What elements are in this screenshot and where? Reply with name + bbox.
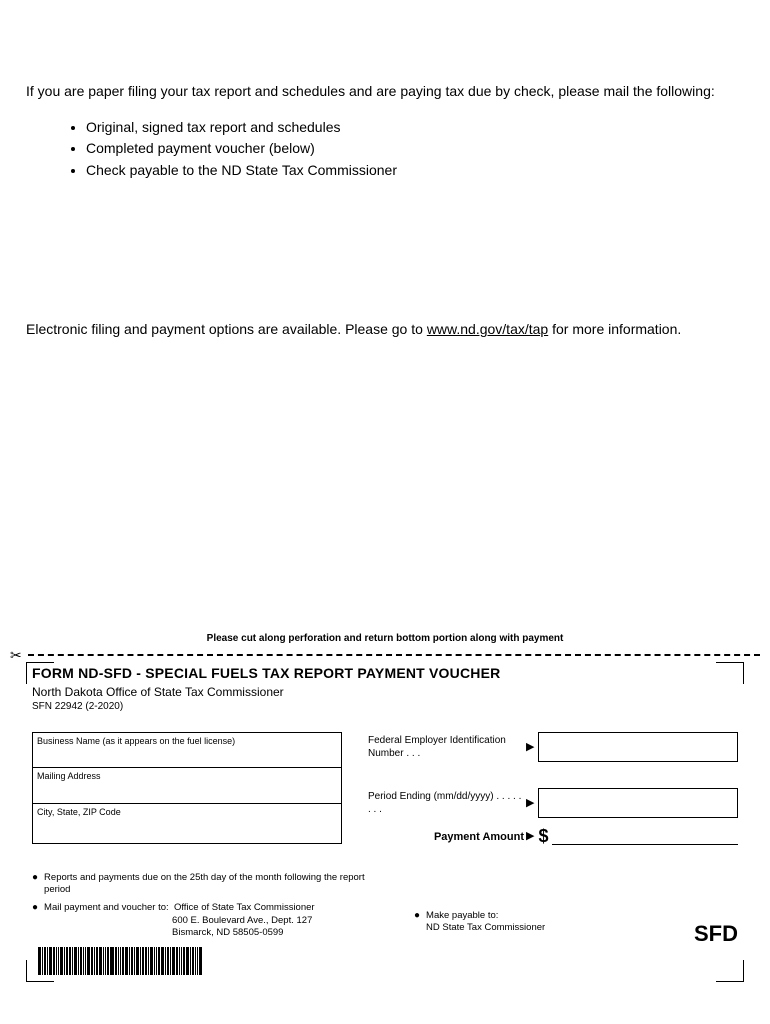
field-label: Business Name (as it appears on the fuel…: [37, 736, 235, 746]
cut-line-section: Please cut along perforation and return …: [0, 632, 770, 664]
notes-right: ● Make payable to: ND State Tax Commissi…: [414, 872, 738, 946]
fein-field[interactable]: [538, 732, 738, 762]
form-title: FORM ND-SFD - SPECIAL FUELS TAX REPORT P…: [32, 664, 738, 684]
note-mail-label: Mail payment and voucher to:: [44, 902, 169, 913]
mail-list: Original, signed tax report and schedule…: [26, 118, 744, 181]
payable-label: Make payable to:: [426, 910, 498, 921]
bullet-icon: ●: [414, 910, 420, 935]
field-label: City, State, ZIP Code: [37, 807, 121, 817]
instructions-section: If you are paper filing your tax report …: [0, 0, 770, 340]
cut-instruction: Please cut along perforation and return …: [0, 632, 770, 646]
efile-pre: Electronic filing and payment options ar…: [26, 321, 427, 337]
field-label: Mailing Address: [37, 771, 101, 781]
scissors-icon: ✂: [10, 646, 22, 666]
left-fields: Business Name (as it appears on the fuel…: [32, 732, 342, 857]
list-item: Check payable to the ND State Tax Commis…: [86, 161, 744, 181]
arrow-icon: ▶: [526, 796, 534, 811]
payable-to: ND State Tax Commissioner: [426, 922, 545, 933]
business-name-field[interactable]: Business Name (as it appears on the fuel…: [32, 732, 342, 768]
mail-line: Bismarck, ND 58505-0599: [172, 927, 283, 939]
note-due: Reports and payments due on the 25th day…: [44, 872, 388, 897]
payment-amount-label: Payment Amount: [368, 830, 524, 844]
mail-line: Office of State Tax Commissioner: [174, 902, 315, 913]
form-code: SFN 22942 (2-2020): [32, 700, 738, 714]
list-item: Completed payment voucher (below): [86, 139, 744, 159]
efile-link[interactable]: www.nd.gov/tax/tap: [427, 321, 548, 337]
form-short-code: SFD: [694, 919, 738, 950]
mailing-address-field[interactable]: Mailing Address: [32, 768, 342, 804]
efile-post: for more information.: [548, 321, 681, 337]
period-ending-field[interactable]: [538, 788, 738, 818]
city-state-zip-field[interactable]: City, State, ZIP Code: [32, 804, 342, 844]
period-label: Period Ending (mm/dd/yyyy) . . . . . . .…: [368, 790, 524, 816]
list-item: Original, signed tax report and schedule…: [86, 118, 744, 138]
perforation-line: [28, 654, 760, 656]
bullet-icon: ●: [32, 872, 38, 897]
payment-amount-field[interactable]: [552, 829, 738, 845]
intro-text: If you are paper filing your tax report …: [26, 82, 744, 102]
notes-left: ● Reports and payments due on the 25th d…: [32, 872, 388, 946]
right-fields: Federal Employer Identification Number .…: [368, 732, 738, 857]
bullet-icon: ●: [32, 902, 38, 939]
mail-line: 600 E. Boulevard Ave., Dept. 127: [172, 915, 312, 927]
barcode: [38, 947, 203, 975]
arrow-icon: ▶: [526, 829, 534, 844]
payment-voucher: FORM ND-SFD - SPECIAL FUELS TAX REPORT P…: [26, 662, 744, 982]
efile-text: Electronic filing and payment options ar…: [26, 320, 744, 340]
arrow-icon: ▶: [526, 740, 534, 755]
form-subtitle: North Dakota Office of State Tax Commiss…: [32, 684, 738, 701]
dollar-icon: $: [538, 824, 548, 849]
fein-label: Federal Employer Identification Number .…: [368, 734, 524, 760]
